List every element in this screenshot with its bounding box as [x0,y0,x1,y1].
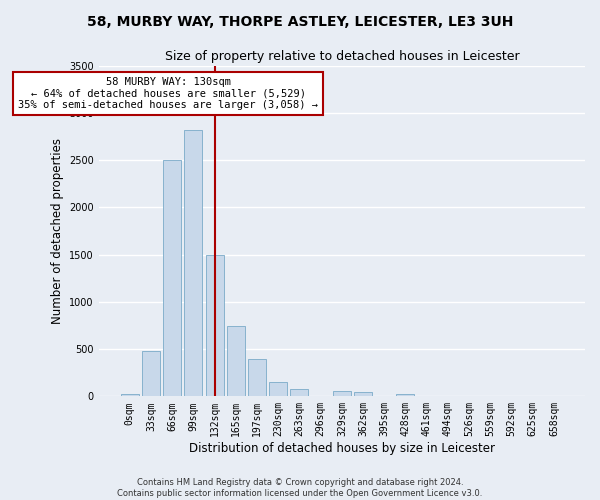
Bar [354,392,372,396]
Bar [269,382,287,396]
Bar [142,352,160,397]
Bar [163,160,181,396]
Text: 58, MURBY WAY, THORPE ASTLEY, LEICESTER, LE3 3UH: 58, MURBY WAY, THORPE ASTLEY, LEICESTER,… [87,15,513,29]
Bar [227,326,245,396]
Bar [333,390,351,396]
Y-axis label: Number of detached properties: Number of detached properties [50,138,64,324]
Text: Contains HM Land Registry data © Crown copyright and database right 2024.
Contai: Contains HM Land Registry data © Crown c… [118,478,482,498]
Bar [290,389,308,396]
Bar [184,130,202,396]
X-axis label: Distribution of detached houses by size in Leicester: Distribution of detached houses by size … [189,442,495,455]
Title: Size of property relative to detached houses in Leicester: Size of property relative to detached ho… [164,50,519,63]
Bar [397,394,415,396]
Bar [248,360,266,397]
Text: 58 MURBY WAY: 130sqm
← 64% of detached houses are smaller (5,529)
35% of semi-de: 58 MURBY WAY: 130sqm ← 64% of detached h… [18,77,318,110]
Bar [121,394,139,396]
Bar [206,254,224,396]
